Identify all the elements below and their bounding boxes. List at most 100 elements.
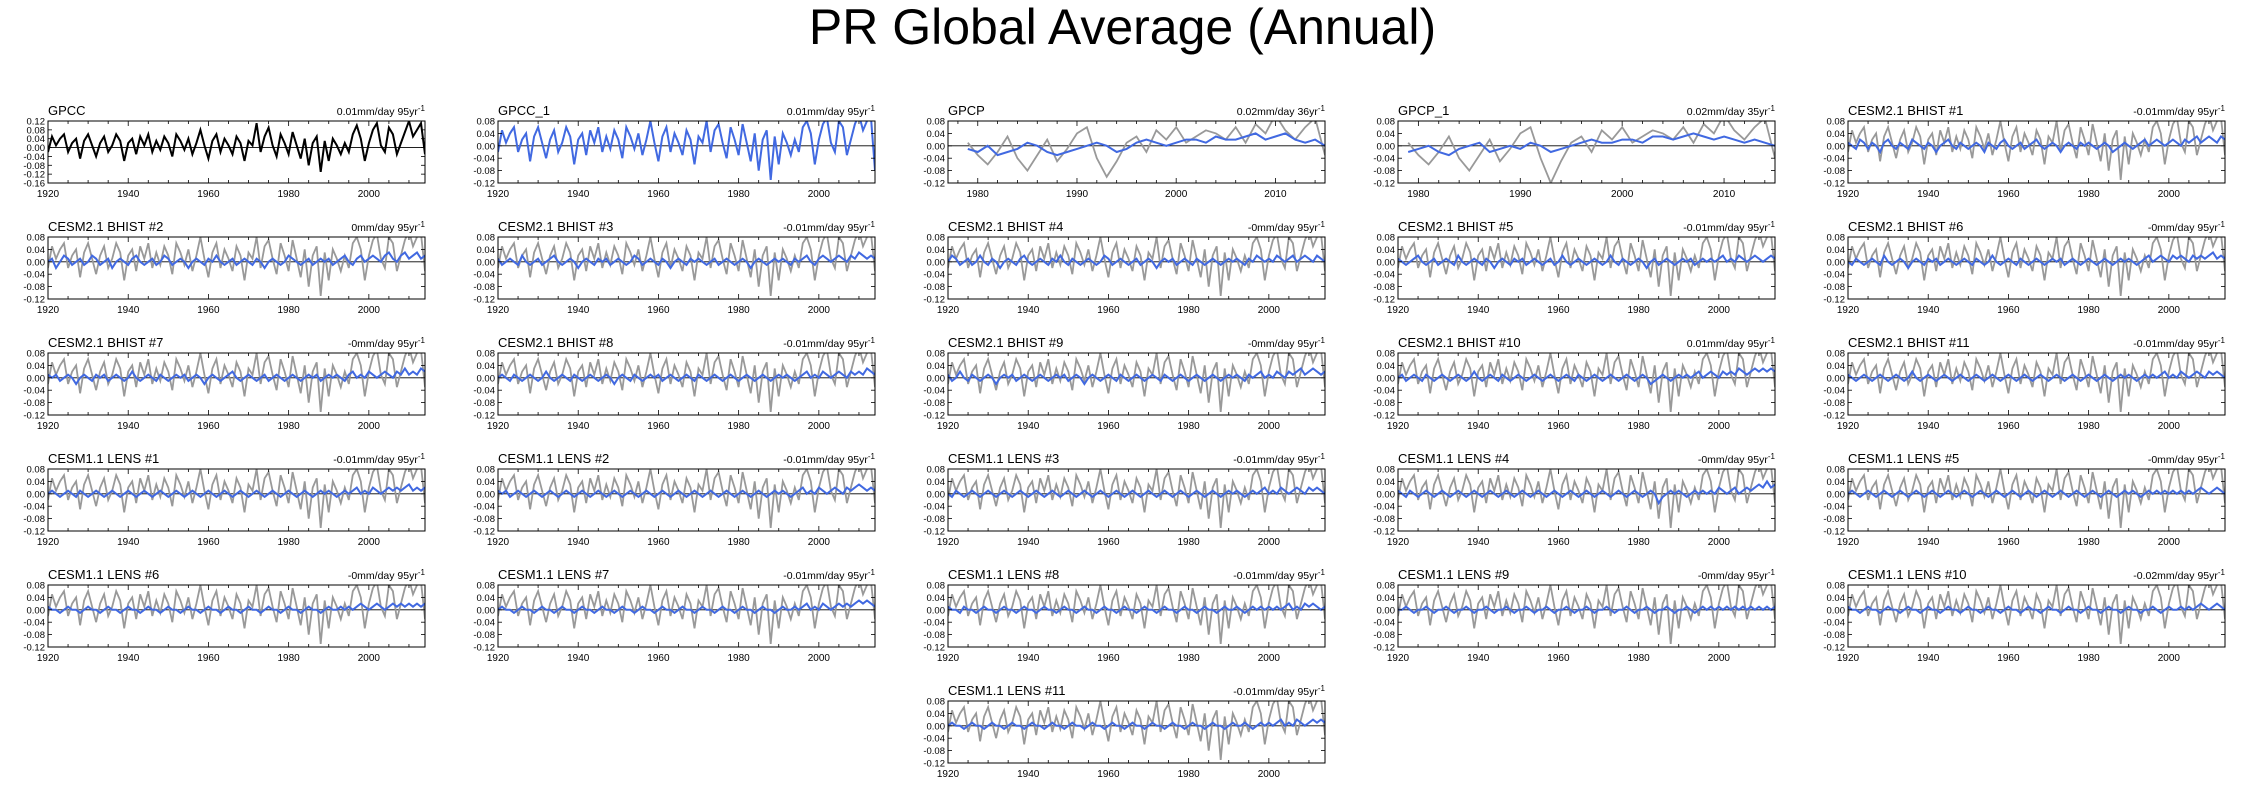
panel-title: CESM2.1 BHIST #5 bbox=[1398, 219, 1513, 234]
x-tick-label: 2000 bbox=[358, 189, 381, 200]
x-tick-label: 1980 bbox=[2078, 537, 2101, 548]
x-tick-label: 1940 bbox=[1917, 189, 1940, 200]
panel-frame bbox=[947, 700, 1326, 764]
panel-trend-label: -0mm/day 95yr-1 bbox=[2148, 220, 2226, 234]
panel-title: CESM1.1 LENS #4 bbox=[1398, 451, 1509, 466]
panel-frame bbox=[1397, 584, 1776, 648]
panel-title: CESM2.1 BHIST #8 bbox=[498, 335, 613, 350]
series-line-model bbox=[948, 718, 1325, 731]
panel-trend-label: -0mm/day 95yr-1 bbox=[1698, 452, 1776, 466]
series-line-model bbox=[1848, 369, 2225, 383]
chart-panel: CESM2.1 BHIST #6 -0mm/day 95yr-1 0.080.040… bbox=[1823, 219, 2225, 316]
x-tick-label: 1960 bbox=[197, 653, 220, 664]
x-tick-label: 1960 bbox=[647, 537, 670, 548]
y-tick-label: -0.12 bbox=[23, 643, 45, 654]
x-tick-label: 1960 bbox=[1097, 305, 1120, 316]
x-tick-label: 1980 bbox=[1178, 421, 1201, 432]
y-tick-label: 0.08 bbox=[1377, 349, 1396, 360]
chart-panel: CESM1.1 LENS #4 -0mm/day 95yr-1 0.080.040.… bbox=[1373, 451, 1775, 548]
x-tick-label: 2010 bbox=[1264, 189, 1287, 200]
y-tick-label: -0.12 bbox=[1823, 411, 1845, 422]
y-tick-label: -0.08 bbox=[923, 746, 945, 757]
x-tick-label: 1960 bbox=[197, 305, 220, 316]
y-tick-label: 0.00 bbox=[1377, 489, 1396, 500]
y-tick-label: -0.12 bbox=[923, 179, 945, 190]
x-tick-label: 1960 bbox=[1547, 653, 1570, 664]
x-tick-label: 1960 bbox=[1997, 421, 2020, 432]
x-tick-label: 2000 bbox=[1708, 653, 1731, 664]
y-tick-label: 0.04 bbox=[927, 245, 946, 256]
chart-panel: CESM2.1 BHIST #1 -0.01mm/day 95yr-10.080.… bbox=[1823, 103, 2225, 200]
x-tick-label: 1920 bbox=[1387, 305, 1410, 316]
x-tick-label: 2000 bbox=[1708, 537, 1731, 548]
x-tick-label: 2000 bbox=[1258, 769, 1281, 780]
x-tick-label: 2000 bbox=[2158, 305, 2181, 316]
x-tick-label: 1920 bbox=[37, 189, 60, 200]
x-tick-label: 1980 bbox=[278, 305, 301, 316]
y-tick-label: 0.04 bbox=[927, 129, 946, 140]
x-tick-label: 1990 bbox=[1066, 189, 1089, 200]
panel-title: CESM2.1 BHIST #7 bbox=[48, 335, 163, 350]
y-tick-label: 0.00 bbox=[1377, 141, 1396, 152]
panel-title: CESM2.1 BHIST #6 bbox=[1848, 219, 1963, 234]
y-tick-label: 0.08 bbox=[27, 349, 46, 360]
y-tick-label: -0.08 bbox=[1373, 166, 1395, 177]
chart-panel: CESM2.1 BHIST #8 -0.01mm/day 95yr-10.080.… bbox=[473, 335, 875, 432]
y-tick-label: -0.12 bbox=[473, 179, 495, 190]
y-tick-label: -0.08 bbox=[473, 282, 495, 293]
y-tick-label: 0.00 bbox=[477, 141, 496, 152]
panel-frame bbox=[1397, 236, 1776, 300]
panel-title: CESM1.1 LENS #1 bbox=[48, 451, 159, 466]
series-line-model bbox=[1398, 253, 1775, 270]
x-tick-label: 2000 bbox=[808, 421, 831, 432]
panel-frame bbox=[947, 352, 1326, 416]
x-tick-label: 1960 bbox=[1997, 653, 2020, 664]
x-tick-label: 1920 bbox=[937, 769, 960, 780]
y-tick-label: -0.04 bbox=[1373, 618, 1395, 629]
y-tick-label: 0.08 bbox=[477, 233, 496, 244]
y-tick-label: 0.04 bbox=[27, 361, 46, 372]
y-tick-label: -0.08 bbox=[1373, 398, 1395, 409]
x-tick-label: 1960 bbox=[647, 305, 670, 316]
y-tick-label: -0.12 bbox=[1823, 643, 1845, 654]
y-tick-label: 0.08 bbox=[477, 581, 496, 592]
y-tick-label: 0.04 bbox=[927, 709, 946, 720]
y-tick-label: -0.08 bbox=[923, 514, 945, 525]
x-tick-label: 1980 bbox=[728, 305, 751, 316]
x-tick-label: 1980 bbox=[728, 537, 751, 548]
x-tick-label: 1940 bbox=[117, 537, 140, 548]
x-tick-label: 1940 bbox=[567, 189, 590, 200]
panel-frame bbox=[1397, 468, 1776, 532]
series-line-model bbox=[1398, 479, 1775, 506]
x-tick-label: 1920 bbox=[37, 653, 60, 664]
panel-frame bbox=[497, 236, 876, 300]
y-tick-label: -0.08 bbox=[1823, 398, 1845, 409]
x-tick-label: 1980 bbox=[1628, 537, 1651, 548]
y-tick-label: -0.12 bbox=[473, 527, 495, 538]
chart-panel: CESM1.1 LENS #3 -0.01mm/day 95yr-10.080.0… bbox=[923, 451, 1325, 548]
chart-panel: CESM2.1 BHIST #11 -0.01mm/day 95yr-10.080… bbox=[1823, 335, 2225, 432]
panel-trend-label: -0.01mm/day 95yr-1 bbox=[1233, 568, 1325, 582]
y-tick-label: 0.00 bbox=[927, 605, 946, 616]
y-tick-label: -0.04 bbox=[1823, 270, 1845, 281]
y-tick-label: -0.04 bbox=[923, 618, 945, 629]
y-tick-label: 0.00 bbox=[1827, 141, 1846, 152]
panel-frame bbox=[497, 468, 876, 532]
y-tick-label: -0.12 bbox=[923, 643, 945, 654]
y-tick-label: -0.08 bbox=[1373, 514, 1395, 525]
y-tick-label: -0.04 bbox=[1373, 386, 1395, 397]
panel-frame bbox=[947, 468, 1326, 532]
y-tick-label: -0.04 bbox=[923, 502, 945, 513]
series-line-reference bbox=[1398, 353, 1775, 412]
series-line-reference bbox=[48, 585, 425, 644]
x-tick-label: 1920 bbox=[1387, 653, 1410, 664]
y-tick-label: 0.04 bbox=[1377, 129, 1396, 140]
y-tick-label: -0.08 bbox=[1373, 630, 1395, 641]
series-line-model bbox=[48, 251, 425, 271]
x-tick-label: 1940 bbox=[1917, 537, 1940, 548]
panel-frame bbox=[947, 584, 1326, 648]
chart-panel: CESM2.1 BHIST #10 0.01mm/day 95yr-10.080.… bbox=[1373, 335, 1775, 432]
panel-title: CESM2.1 BHIST #11 bbox=[1848, 335, 1970, 350]
x-tick-label: 2000 bbox=[1258, 537, 1281, 548]
